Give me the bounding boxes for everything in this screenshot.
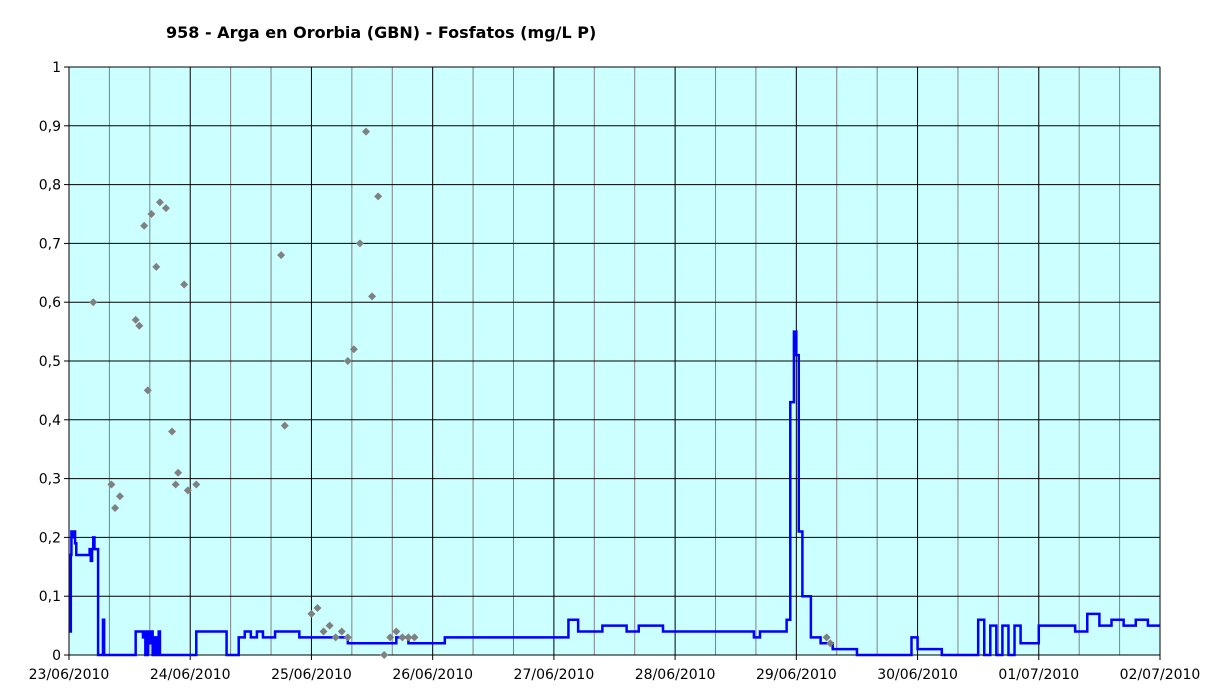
y-tick-label: 0,1 (39, 589, 61, 605)
data-point (155, 198, 164, 207)
data-point (174, 468, 183, 477)
x-tick-label: 23/06/2010 (29, 667, 110, 683)
data-point (386, 633, 395, 642)
x-tick-label: 02/07/2010 (1120, 667, 1201, 683)
data-point (392, 627, 401, 636)
data-point (319, 627, 328, 636)
data-point (280, 421, 289, 430)
data-point (343, 633, 352, 642)
series-line (69, 330, 1160, 657)
data-point (307, 609, 316, 618)
data-point (325, 621, 334, 630)
data-point (380, 651, 389, 659)
data-point (147, 210, 156, 218)
y-tick-label: 1 (52, 60, 61, 76)
data-point (143, 386, 152, 395)
x-tick-label: 30/06/2010 (877, 667, 958, 683)
data-point (361, 127, 370, 136)
data-point (349, 345, 358, 354)
data-point (398, 633, 407, 642)
y-tick-label: 0,6 (39, 295, 61, 311)
x-tick-label: 25/06/2010 (271, 667, 352, 683)
data-point (826, 639, 835, 648)
data-point (152, 262, 161, 271)
data-point (343, 357, 352, 365)
data-point (111, 504, 120, 512)
data-point (180, 280, 189, 289)
chart-title: 958 - Arga en Ororbia (GBN) - Fosfatos (… (166, 23, 596, 42)
data-point (355, 239, 364, 248)
tick-labels: 0 0,1 0,2 0,3 0,4 0,5 0,6 0,7 0,8 0,9 1 23/06/2010 2… (29, 60, 1201, 683)
data-point (374, 192, 383, 201)
data-point (115, 492, 124, 501)
data-point (337, 627, 346, 636)
data-point (183, 486, 192, 495)
x-tick-label: 28/06/2010 (635, 667, 716, 683)
data-point (89, 298, 98, 307)
data-point (140, 221, 149, 230)
y-tick-label: 0,2 (39, 530, 61, 546)
data-point (171, 480, 180, 489)
y-tick-label: 0,8 (39, 178, 61, 194)
data-point (404, 633, 413, 642)
data-point (331, 633, 340, 642)
y-tick-label: 0,7 (39, 236, 61, 252)
y-tick-label: 0,3 (39, 472, 61, 488)
x-tick-label: 26/06/2010 (392, 667, 473, 683)
grid-lines (64, 66, 1161, 660)
data-point (313, 603, 322, 612)
data-point (168, 427, 177, 436)
data-point (368, 292, 377, 301)
y-tick-label: 0,4 (39, 413, 61, 429)
y-tick-label: 0,5 (39, 354, 61, 370)
data-point (410, 633, 419, 642)
data-point (107, 480, 116, 489)
data-point (822, 633, 831, 642)
x-tick-label: 01/07/2010 (998, 667, 1079, 683)
data-point (192, 480, 201, 489)
x-tick-label: 24/06/2010 (150, 667, 231, 683)
data-point (161, 204, 170, 213)
x-tick-label: 27/06/2010 (514, 667, 595, 683)
y-tick-label: 0 (52, 648, 61, 664)
data-point (277, 251, 286, 260)
y-tick-label: 0,9 (39, 119, 61, 135)
x-tick-label: 29/06/2010 (756, 667, 837, 683)
data-point (131, 315, 140, 324)
data-series (69, 127, 1160, 659)
data-point (135, 321, 144, 330)
